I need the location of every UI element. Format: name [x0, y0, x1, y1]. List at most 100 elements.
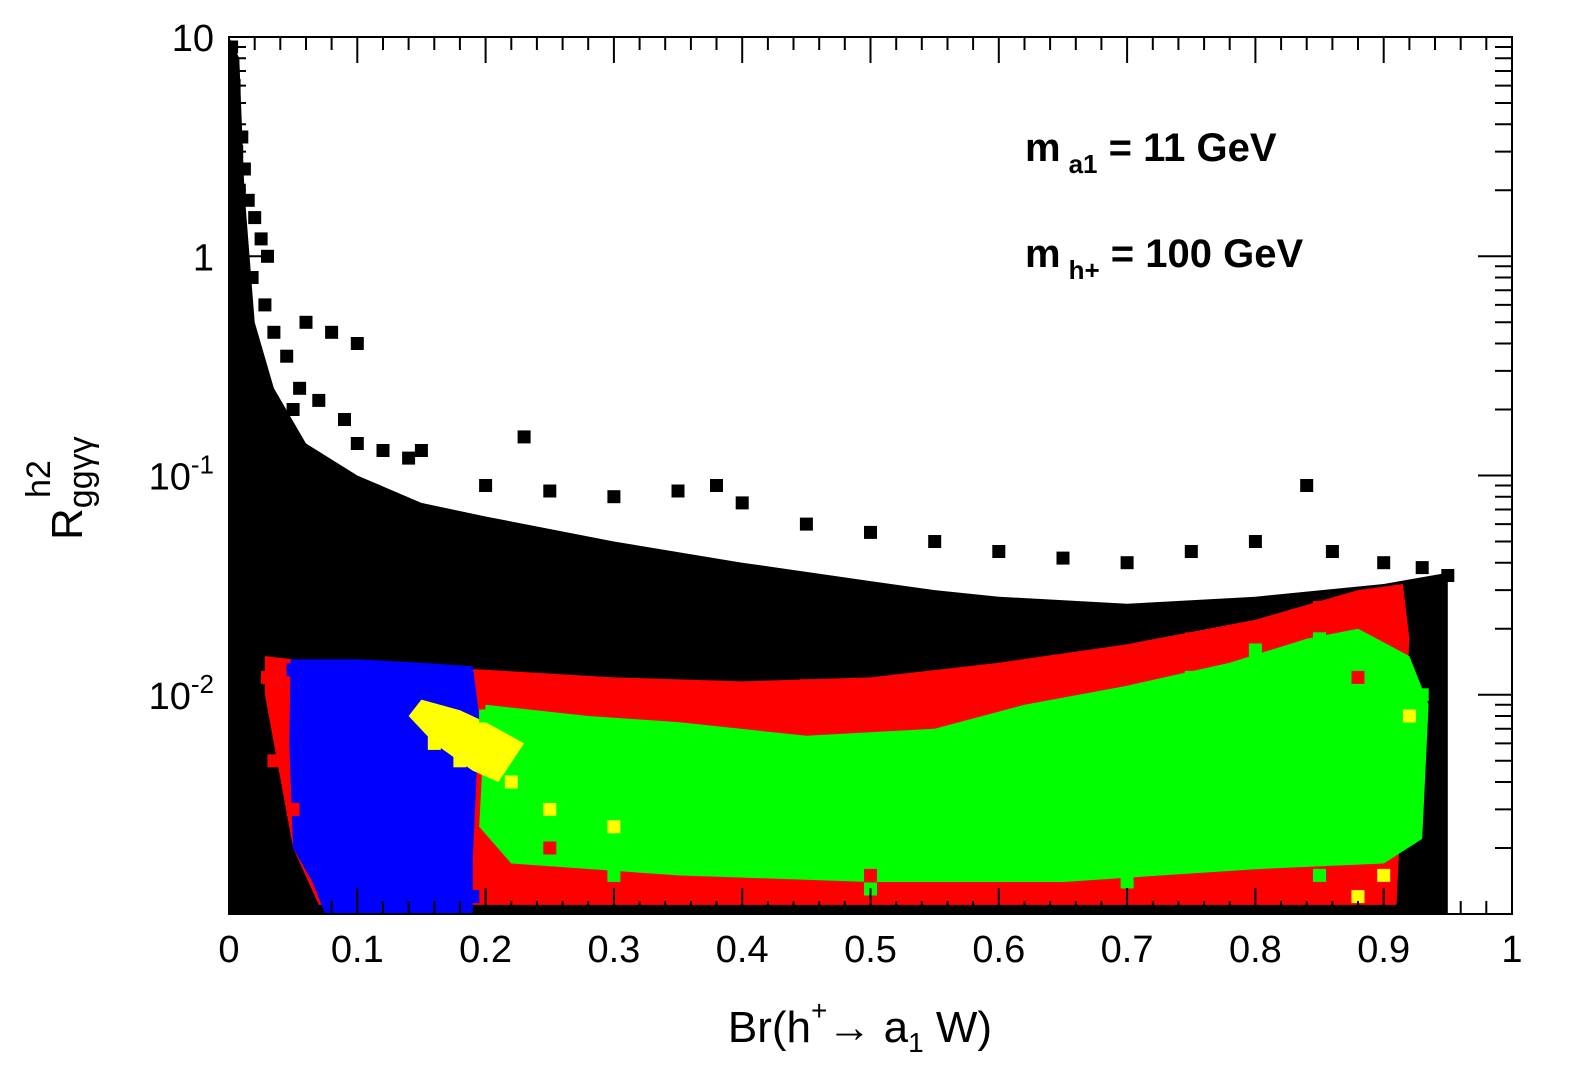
- data-point: [273, 698, 287, 712]
- data-point: [1377, 590, 1391, 604]
- data-point: [710, 479, 723, 492]
- y-axis-ticks: [229, 46, 1512, 915]
- x-tick-label: 0.4: [716, 929, 769, 971]
- data-point: [864, 525, 877, 539]
- data-point: [479, 479, 493, 492]
- data-point: [799, 775, 813, 789]
- data-point: [1377, 556, 1391, 570]
- data-point: [453, 670, 467, 684]
- x-tick-label: 0.1: [331, 929, 384, 971]
- data-point: [427, 736, 441, 750]
- data-point: [350, 337, 364, 350]
- y-axis-title-sup: h2: [20, 460, 58, 498]
- data-point: [1441, 569, 1455, 582]
- blue-region: [289, 659, 480, 914]
- y-tick-label-base: 10: [149, 457, 191, 499]
- annotation-mh-main: m: [1025, 232, 1061, 276]
- data-point: [267, 325, 281, 339]
- data-point: [543, 736, 557, 750]
- data-point: [1120, 875, 1134, 889]
- data-point: [543, 802, 557, 816]
- data-point: [1184, 632, 1198, 646]
- x-axis-title-main: Br(h: [728, 1003, 811, 1052]
- data-point: [267, 754, 281, 768]
- data-point: [992, 545, 1006, 558]
- x-tick-label: 0.8: [1229, 929, 1282, 971]
- data-point: [517, 430, 531, 444]
- data-point: [402, 451, 416, 465]
- data-point: [1415, 688, 1429, 702]
- data-point: [241, 193, 255, 207]
- data-point: [607, 820, 621, 834]
- data-point: [466, 890, 480, 904]
- data-point: [286, 403, 300, 416]
- data-point: [414, 709, 428, 723]
- data-point: [1120, 688, 1134, 702]
- y-axis-title-sub: ggγγ: [62, 436, 100, 508]
- data-point: [543, 841, 557, 855]
- x-tick-label: 0.7: [1101, 929, 1154, 971]
- data-point: [1351, 670, 1365, 684]
- x-axis-title-arrow: → a: [827, 1003, 908, 1052]
- data-point: [1184, 545, 1198, 558]
- data-point: [607, 754, 621, 768]
- data-point: [799, 517, 813, 531]
- data-point: [799, 679, 813, 693]
- data-point: [229, 106, 240, 120]
- x-tick-label: 1: [1501, 929, 1522, 971]
- data-point: [1313, 632, 1326, 646]
- y-axis-title-main: R: [43, 508, 92, 540]
- data-point: [350, 841, 364, 855]
- data-point: [312, 393, 326, 407]
- data-point: [299, 802, 313, 816]
- data-point: [928, 535, 942, 548]
- y-tick-label: 10-2: [149, 669, 214, 718]
- x-tick-label: 0.9: [1357, 929, 1410, 971]
- data-point: [671, 484, 685, 498]
- data-point: [286, 663, 300, 677]
- data-point: [671, 736, 685, 750]
- x-tick-label: 0.2: [459, 929, 512, 971]
- data-point: [735, 496, 749, 510]
- data-point: [299, 315, 313, 329]
- green-region: [479, 628, 1429, 882]
- data-point: [504, 775, 518, 789]
- data-point: [479, 709, 493, 723]
- data-point: [1248, 643, 1262, 657]
- y-axis-title: Rggγγh2: [20, 436, 100, 540]
- annotation-ma1: m a1 = 11 GeV: [1025, 126, 1277, 179]
- data-point: [286, 802, 300, 816]
- x-axis-title-sub: 1: [908, 1027, 924, 1058]
- data-point: [254, 232, 268, 246]
- data-point: [1313, 601, 1326, 614]
- data-point: [1313, 868, 1326, 882]
- data-point: [928, 670, 942, 684]
- data-point: [1300, 479, 1314, 492]
- data-point: [414, 868, 428, 882]
- data-point: [607, 868, 621, 882]
- data-point: [607, 490, 621, 504]
- y-tick-label-base: 1: [193, 237, 214, 279]
- data-point: [350, 663, 364, 677]
- data-point: [1056, 656, 1070, 670]
- data-point: [280, 349, 294, 363]
- data-point: [376, 444, 390, 457]
- annotation-ma1-main: m: [1025, 126, 1061, 170]
- data-point: [245, 271, 259, 284]
- data-point: [235, 130, 249, 144]
- annotation-mh-tail: = 100 GeV: [1100, 232, 1304, 276]
- y-tick-label: 10-1: [149, 450, 214, 499]
- data-point: [1351, 890, 1365, 904]
- annotation-ma1-sub: a1: [1069, 149, 1098, 179]
- y-tick-label: 10: [172, 18, 214, 60]
- x-axis-ticks: [228, 37, 1513, 914]
- data-point: [440, 722, 454, 736]
- data-point: [1056, 709, 1070, 723]
- data-point: [1377, 670, 1391, 684]
- data-point: [414, 444, 428, 457]
- data-point: [1248, 535, 1262, 548]
- data-point: [1056, 551, 1070, 565]
- y-tick-label-exponent: -2: [191, 669, 214, 699]
